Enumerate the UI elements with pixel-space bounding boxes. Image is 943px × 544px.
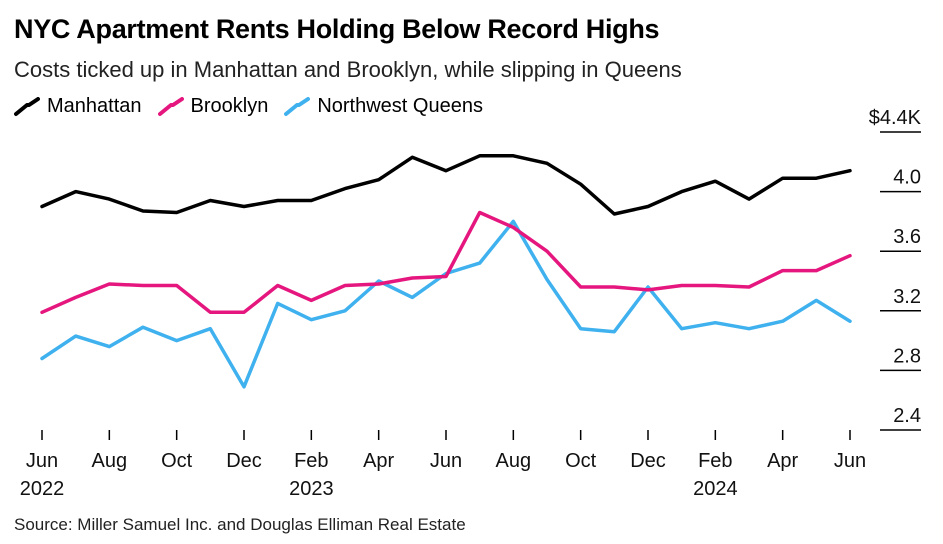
x-tick-label-4: Feb: [294, 450, 328, 472]
series-line-brooklyn: [40, 210, 852, 315]
x-tick-label-8: Oct: [565, 450, 597, 472]
y-tick-label-3: 3.2: [893, 286, 921, 308]
x-tick-label-9: Dec: [630, 450, 666, 472]
x-tick-label-12: Jun: [834, 450, 866, 472]
series-line-manhattan: [40, 154, 852, 216]
x-tick-label-5: Apr: [363, 450, 394, 472]
x-tick-label-6: Jun: [430, 450, 462, 472]
y-tick-label-1: 4.0: [893, 167, 921, 189]
legend-label-brooklyn: Brooklyn: [190, 95, 269, 117]
x-tick-label-3: Dec: [226, 450, 262, 472]
series-line-northwest-queens: [40, 219, 852, 389]
legend-label-manhattan: Manhattan: [47, 95, 142, 117]
legend-label-northwest-queens: Northwest Queens: [317, 95, 483, 117]
legend-swatch-manhattan: [14, 96, 40, 116]
y-tick-label-0: $4.4K: [869, 107, 922, 129]
x-tick-label-2: Oct: [161, 450, 193, 472]
x-tick-label-10: Feb: [698, 450, 732, 472]
legend-item-northwest-queens: Northwest Queens: [284, 95, 483, 118]
y-tick-label-5: 2.4: [893, 405, 921, 427]
x-tick-label-1: Aug: [92, 450, 128, 472]
x-tick-label-7: Aug: [496, 450, 532, 472]
y-tick-label-2: 3.6: [893, 226, 921, 248]
x-tick-label-0: Jun: [26, 450, 58, 472]
chart-title: NYC Apartment Rents Holding Below Record…: [14, 14, 660, 44]
legend-swatch-brooklyn: [157, 96, 184, 116]
x-tick-year-0: 2022: [20, 478, 65, 500]
legend-swatch-northwest-queens: [284, 96, 311, 116]
legend-item-brooklyn: Brooklyn: [157, 95, 269, 118]
chart-subtitle: Costs ticked up in Manhattan and Brookly…: [14, 57, 682, 82]
legend: Manhattan Brooklyn Northwest Queens: [14, 95, 499, 118]
x-tick-year-4: 2023: [289, 478, 334, 500]
x-tick-year-10: 2024: [693, 478, 738, 500]
y-tick-label-4: 2.8: [893, 345, 921, 367]
legend-item-manhattan: Manhattan: [14, 95, 142, 118]
source-note: Source: Miller Samuel Inc. and Douglas E…: [14, 515, 466, 534]
x-tick-label-11: Apr: [767, 450, 798, 472]
